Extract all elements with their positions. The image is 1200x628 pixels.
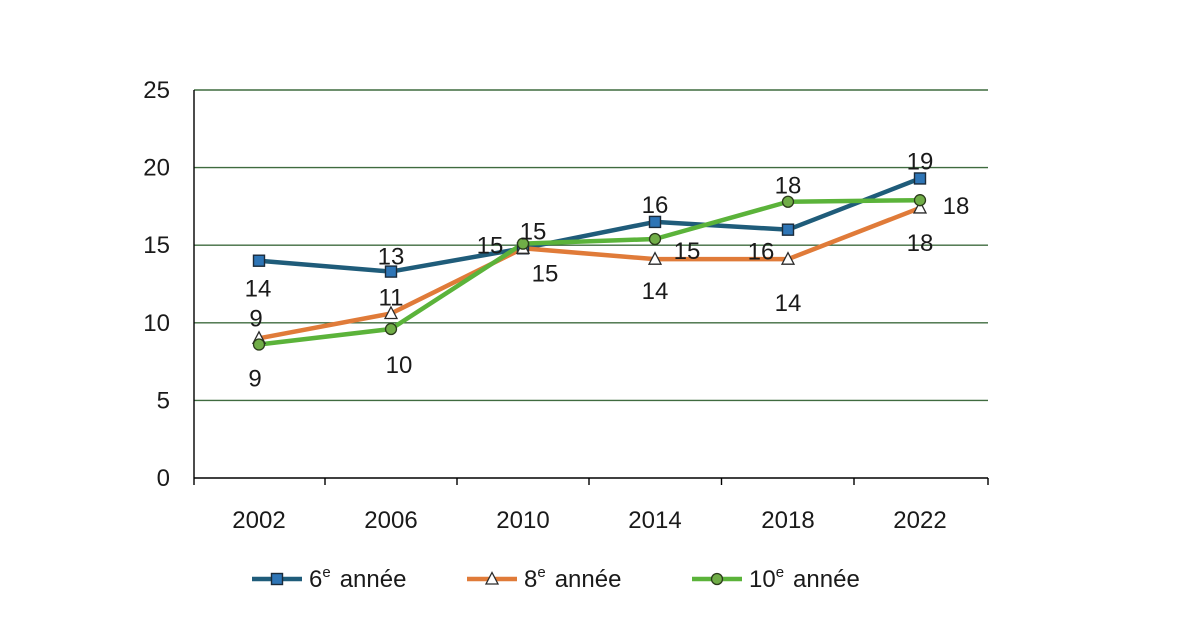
- data-label-10-2022: 18: [943, 193, 970, 220]
- y-tick-label-25: 25: [143, 77, 170, 104]
- marker-6-2014: [648, 215, 662, 229]
- data-label-10-2010: 15: [520, 219, 547, 246]
- x-tick-label-2006: 2006: [364, 507, 417, 534]
- marker-6-2018: [781, 223, 795, 236]
- x-tick-label-2014: 2014: [628, 507, 681, 534]
- data-label-10-2018: 18: [775, 173, 802, 200]
- data-label-8-2010: 15: [532, 260, 559, 287]
- data-label-8-2014: 14: [642, 278, 669, 305]
- series-line-10: [256, 197, 923, 347]
- data-label-10-2014: 15: [674, 238, 701, 265]
- marker-10-2010: [516, 237, 530, 250]
- axes: [193, 90, 989, 485]
- series-lines: [256, 176, 923, 347]
- series-line-6: [256, 176, 923, 274]
- data-label-6-2022: 19: [907, 148, 934, 175]
- y-tick-label-15: 15: [143, 232, 170, 259]
- data-label-8-2022: 18: [907, 230, 934, 257]
- data-label-6-2010: 15: [477, 232, 504, 259]
- x-tick-label-2002: 2002: [232, 507, 285, 534]
- marker-8-2018: [780, 251, 796, 265]
- legend-marker-6: [270, 572, 284, 586]
- marker-6-2022: [913, 172, 927, 185]
- data-label-10-2002: 9: [248, 366, 261, 393]
- marker-10-2022: [913, 194, 927, 207]
- x-tick-label-2022: 2022: [893, 507, 946, 534]
- series-line-8: [256, 205, 923, 341]
- data-label-6-2006: 13: [378, 244, 405, 271]
- marker-10-2002: [252, 338, 266, 351]
- legend-label-10: 10e année: [749, 564, 860, 593]
- legend-item-10: 10e année: [692, 564, 860, 593]
- marker-8-2022: [912, 200, 928, 214]
- legend-marker-10: [710, 572, 724, 586]
- marker-8-2014: [647, 251, 663, 265]
- y-tick-labels: 0 5 10 15 20 25: [143, 77, 170, 492]
- y-tick-label-0: 0: [157, 465, 170, 492]
- legend-item-8: 8e année: [467, 564, 621, 593]
- y-tick-label-10: 10: [143, 310, 170, 337]
- data-label-8-2006: 11: [379, 284, 404, 311]
- series-markers: [251, 172, 928, 351]
- marker-10-2014: [648, 232, 662, 246]
- data-label-8-2018: 14: [775, 290, 802, 317]
- legend-item-6: 6e année: [252, 564, 406, 593]
- data-label-6-2002: 14: [245, 276, 272, 303]
- data-label-6-2018: 16: [748, 239, 775, 266]
- y-tick-label-20: 20: [143, 155, 170, 182]
- x-tick-label-2018: 2018: [761, 507, 814, 534]
- x-tick-labels: 2002 2006 2010 2014 2018 2022: [232, 507, 946, 534]
- data-label-10-2006: 10: [386, 352, 413, 379]
- marker-6-2002: [252, 254, 266, 267]
- data-label-8-2002: 9: [249, 305, 262, 332]
- grid-lines: [194, 89, 988, 402]
- data-label-6-2014: 16: [642, 192, 669, 219]
- legend: 6e année 8e année 10e année: [252, 564, 860, 593]
- legend-label-8: 8e année: [524, 564, 621, 593]
- marker-10-2018: [781, 195, 795, 208]
- x-tick-label-2010: 2010: [496, 507, 549, 534]
- y-tick-label-5: 5: [157, 387, 170, 414]
- legend-label-6: 6e année: [309, 564, 406, 593]
- marker-8-2006: [383, 305, 399, 320]
- marker-6-2006: [384, 265, 398, 278]
- marker-10-2006: [384, 322, 398, 336]
- legend-marker-8: [484, 571, 500, 585]
